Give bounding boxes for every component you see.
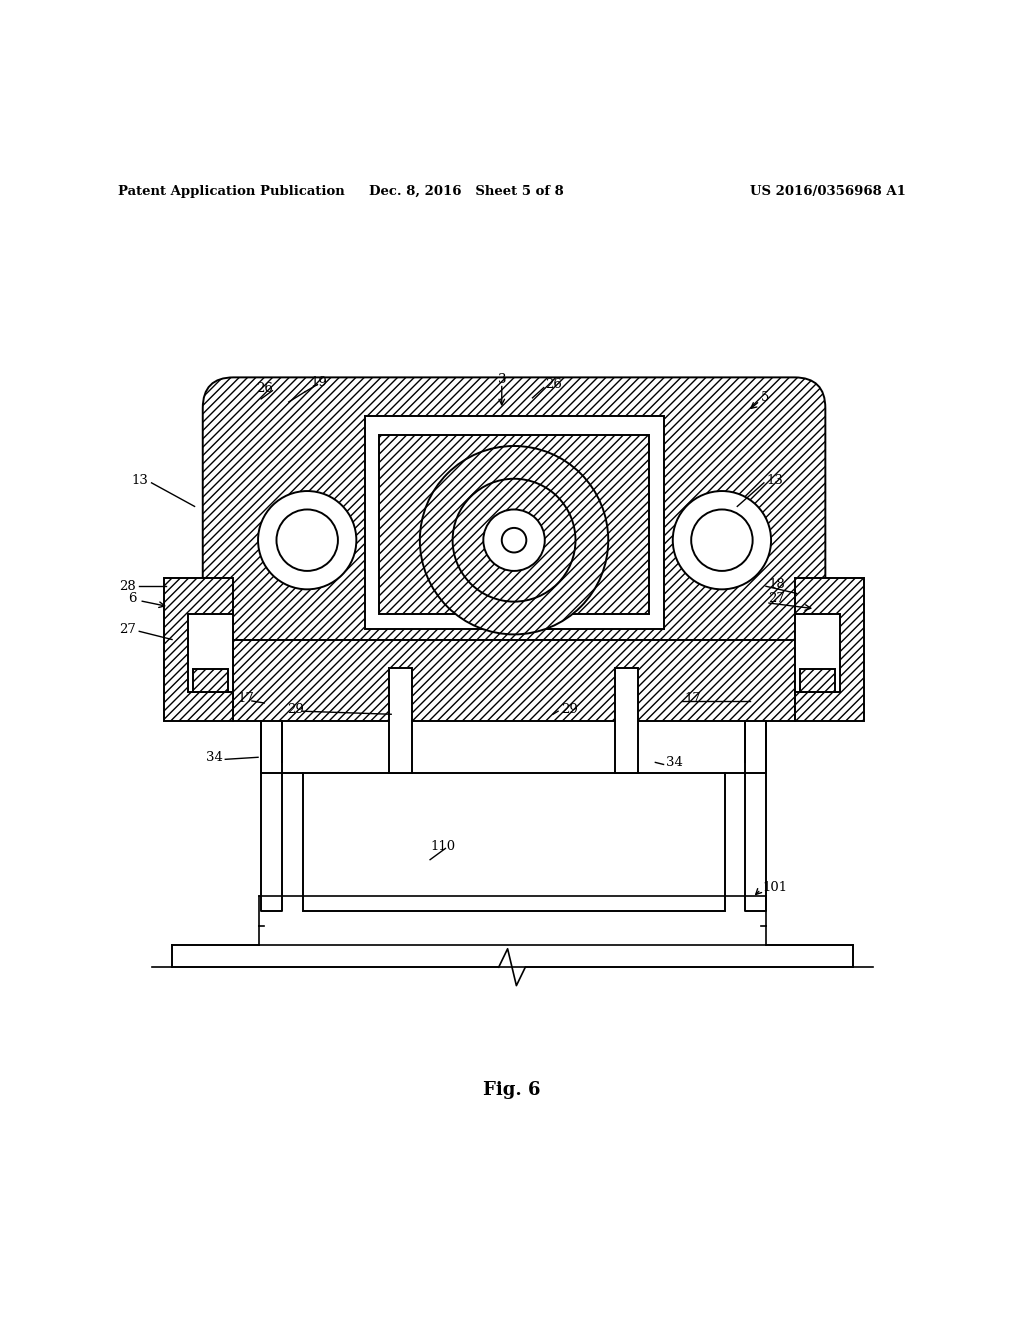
Circle shape xyxy=(276,510,338,572)
Circle shape xyxy=(502,528,526,553)
Text: 110: 110 xyxy=(430,840,456,853)
Circle shape xyxy=(453,479,575,602)
Text: 27: 27 xyxy=(768,593,784,605)
Text: 17: 17 xyxy=(684,693,700,705)
Text: 13: 13 xyxy=(132,474,148,487)
Text: 28: 28 xyxy=(120,579,136,593)
Bar xyxy=(194,669,228,693)
Text: 27: 27 xyxy=(120,623,136,636)
Text: 26: 26 xyxy=(545,378,561,391)
Circle shape xyxy=(673,491,771,589)
Text: Patent Application Publication: Patent Application Publication xyxy=(118,185,344,198)
Text: 13: 13 xyxy=(766,474,782,487)
Circle shape xyxy=(691,510,753,572)
Bar xyxy=(233,639,795,722)
Bar xyxy=(389,668,412,772)
Bar xyxy=(800,669,835,693)
FancyBboxPatch shape xyxy=(203,378,825,672)
Bar xyxy=(365,416,664,630)
Text: 29: 29 xyxy=(287,702,303,715)
Text: 17: 17 xyxy=(238,693,254,705)
Circle shape xyxy=(420,446,608,635)
Text: 34: 34 xyxy=(207,751,223,764)
Bar xyxy=(795,578,864,722)
Bar xyxy=(379,434,649,614)
Text: 34: 34 xyxy=(666,756,682,768)
Bar xyxy=(379,434,649,614)
Text: 29: 29 xyxy=(561,702,578,715)
Bar xyxy=(172,945,853,968)
Circle shape xyxy=(483,510,545,572)
Text: 6: 6 xyxy=(128,593,136,605)
Bar xyxy=(800,669,835,693)
Text: Fig. 6: Fig. 6 xyxy=(483,1081,541,1100)
Text: 101: 101 xyxy=(763,880,788,894)
Bar xyxy=(615,668,638,772)
Bar xyxy=(303,772,725,911)
Bar xyxy=(164,578,233,722)
Text: Dec. 8, 2016   Sheet 5 of 8: Dec. 8, 2016 Sheet 5 of 8 xyxy=(369,185,563,198)
Text: 26: 26 xyxy=(256,383,272,395)
Text: 5: 5 xyxy=(761,391,769,404)
Bar xyxy=(795,614,840,693)
Text: 19: 19 xyxy=(310,376,327,389)
Text: US 2016/0356968 A1: US 2016/0356968 A1 xyxy=(751,185,906,198)
Bar xyxy=(795,578,864,722)
Bar xyxy=(233,639,795,722)
Text: 18: 18 xyxy=(768,578,784,591)
Bar xyxy=(194,669,228,693)
Bar xyxy=(164,578,233,722)
Bar xyxy=(188,614,233,693)
Text: 3: 3 xyxy=(498,374,506,385)
Circle shape xyxy=(258,491,356,589)
